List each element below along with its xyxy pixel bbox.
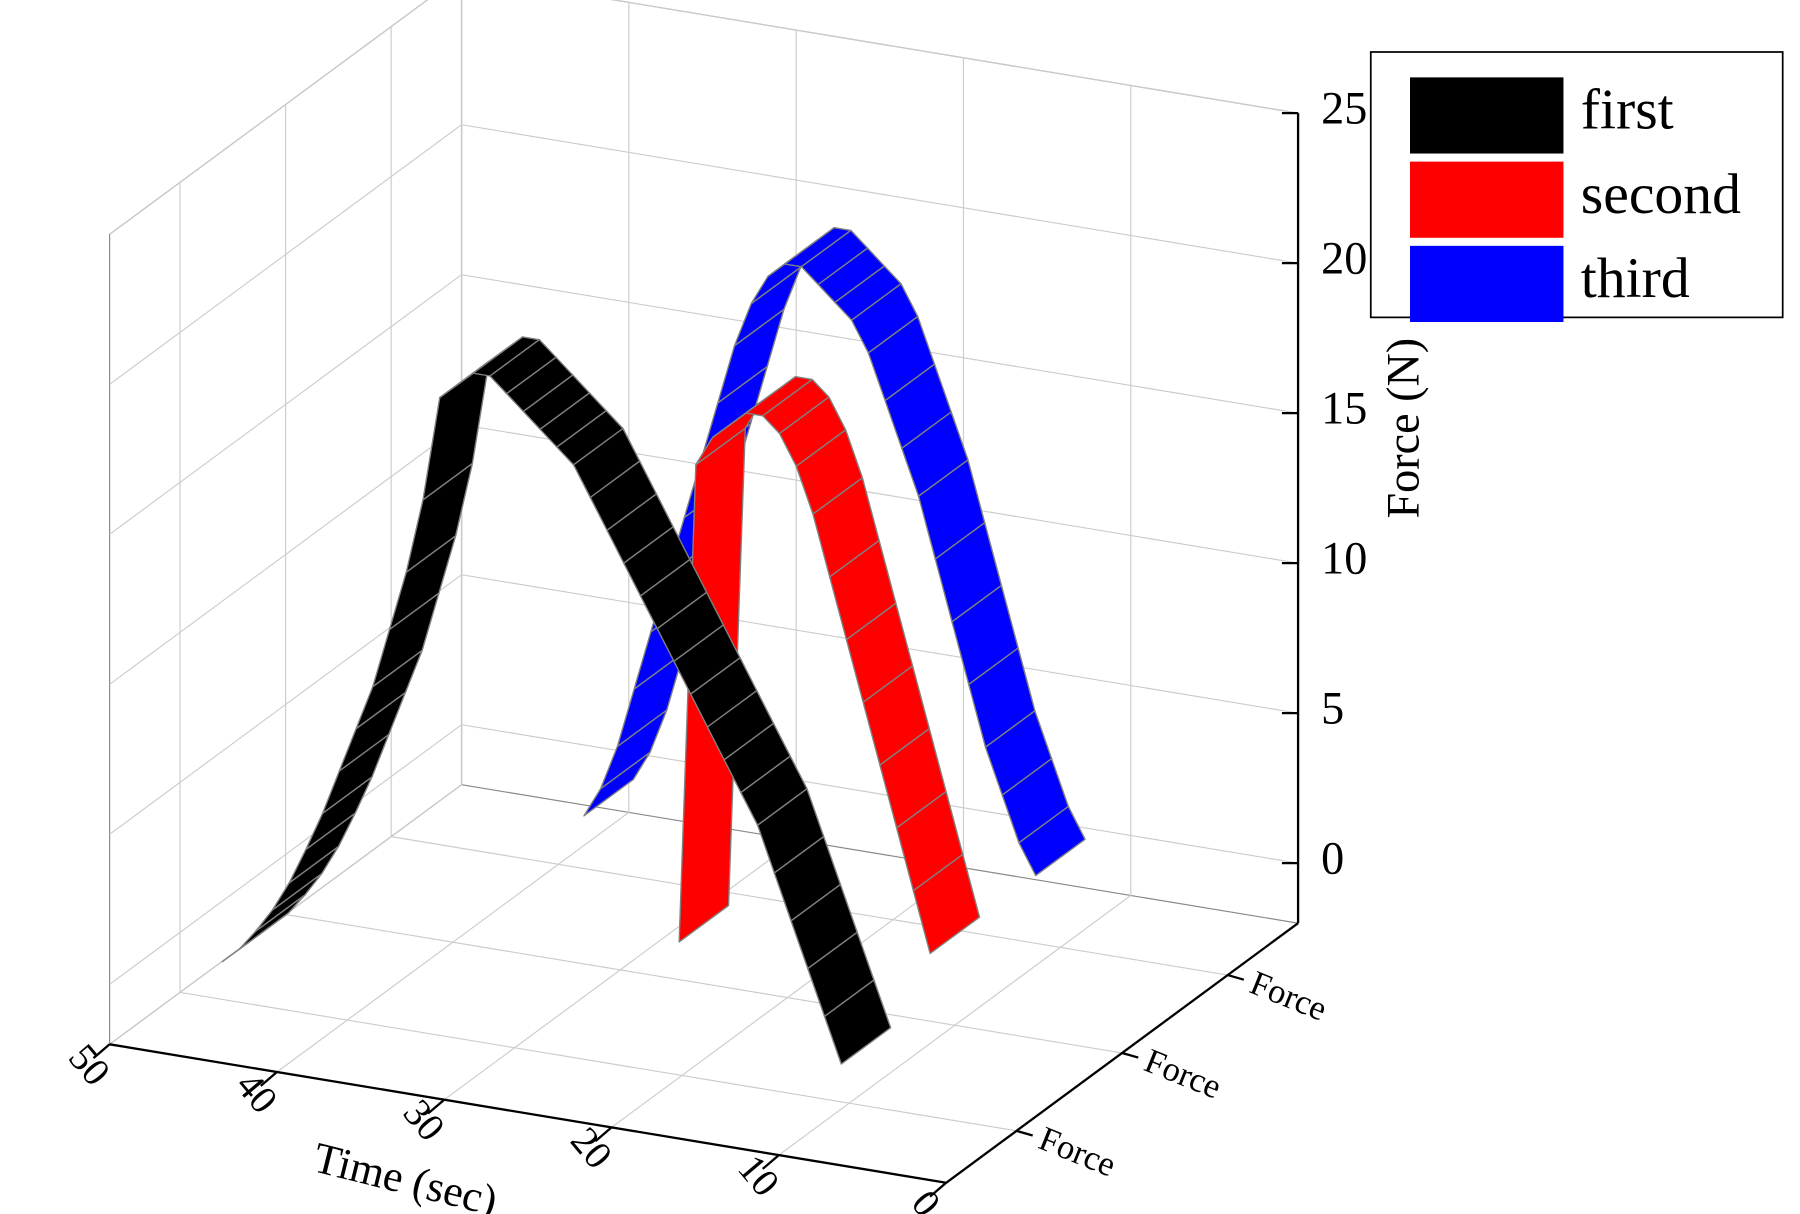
y-tick-label: 10 bbox=[1321, 533, 1367, 584]
x-tick bbox=[929, 1181, 947, 1198]
y-axis-title: Force (N) bbox=[1377, 338, 1428, 519]
depth-tick-label: Force bbox=[1245, 964, 1332, 1029]
ribbon-segment bbox=[1018, 805, 1086, 877]
y-tick-label: 15 bbox=[1321, 383, 1367, 434]
legend-swatch bbox=[1410, 77, 1564, 154]
x-tick bbox=[92, 1043, 111, 1060]
y-tick-label: 0 bbox=[1321, 833, 1344, 884]
x-tick bbox=[594, 1126, 613, 1143]
grid-line bbox=[276, 2, 630, 1073]
grid-line bbox=[179, 182, 1017, 1132]
legend-swatch bbox=[1410, 245, 1564, 322]
legend-label: second bbox=[1581, 163, 1741, 226]
grid-line bbox=[778, 85, 1132, 1156]
legend-label: third bbox=[1581, 247, 1690, 310]
grid-line bbox=[109, 0, 1299, 235]
legend: first second third bbox=[1369, 51, 1784, 322]
x-tick bbox=[260, 1071, 278, 1087]
x-tick bbox=[761, 1154, 780, 1170]
x-tick bbox=[427, 1098, 445, 1115]
depth-tick bbox=[1121, 1051, 1139, 1059]
ribbon-segment bbox=[238, 894, 306, 951]
plot-area bbox=[221, 227, 1086, 1065]
legend-swatch bbox=[1410, 161, 1564, 238]
axes: 051015202501020304050ForceForceForceTime… bbox=[60, 83, 1428, 1214]
depth-tick-label: Force bbox=[1139, 1042, 1226, 1107]
depth-tick bbox=[1016, 1129, 1034, 1137]
grid-line bbox=[443, 30, 797, 1101]
legend-label: first bbox=[1581, 79, 1674, 142]
x-axis bbox=[109, 1043, 947, 1184]
x-axis-title: Time (sec) bbox=[309, 1134, 502, 1214]
depth-tick-label: Force bbox=[1034, 1120, 1121, 1185]
ribbon-segment bbox=[823, 979, 892, 1065]
depth-tick bbox=[1227, 973, 1245, 981]
grid-line bbox=[109, 124, 1299, 385]
y-tick-label: 5 bbox=[1321, 683, 1344, 734]
y-tick-label: 25 bbox=[1321, 83, 1367, 134]
y-tick-label: 20 bbox=[1321, 233, 1367, 284]
ribbon-segment bbox=[912, 853, 981, 955]
